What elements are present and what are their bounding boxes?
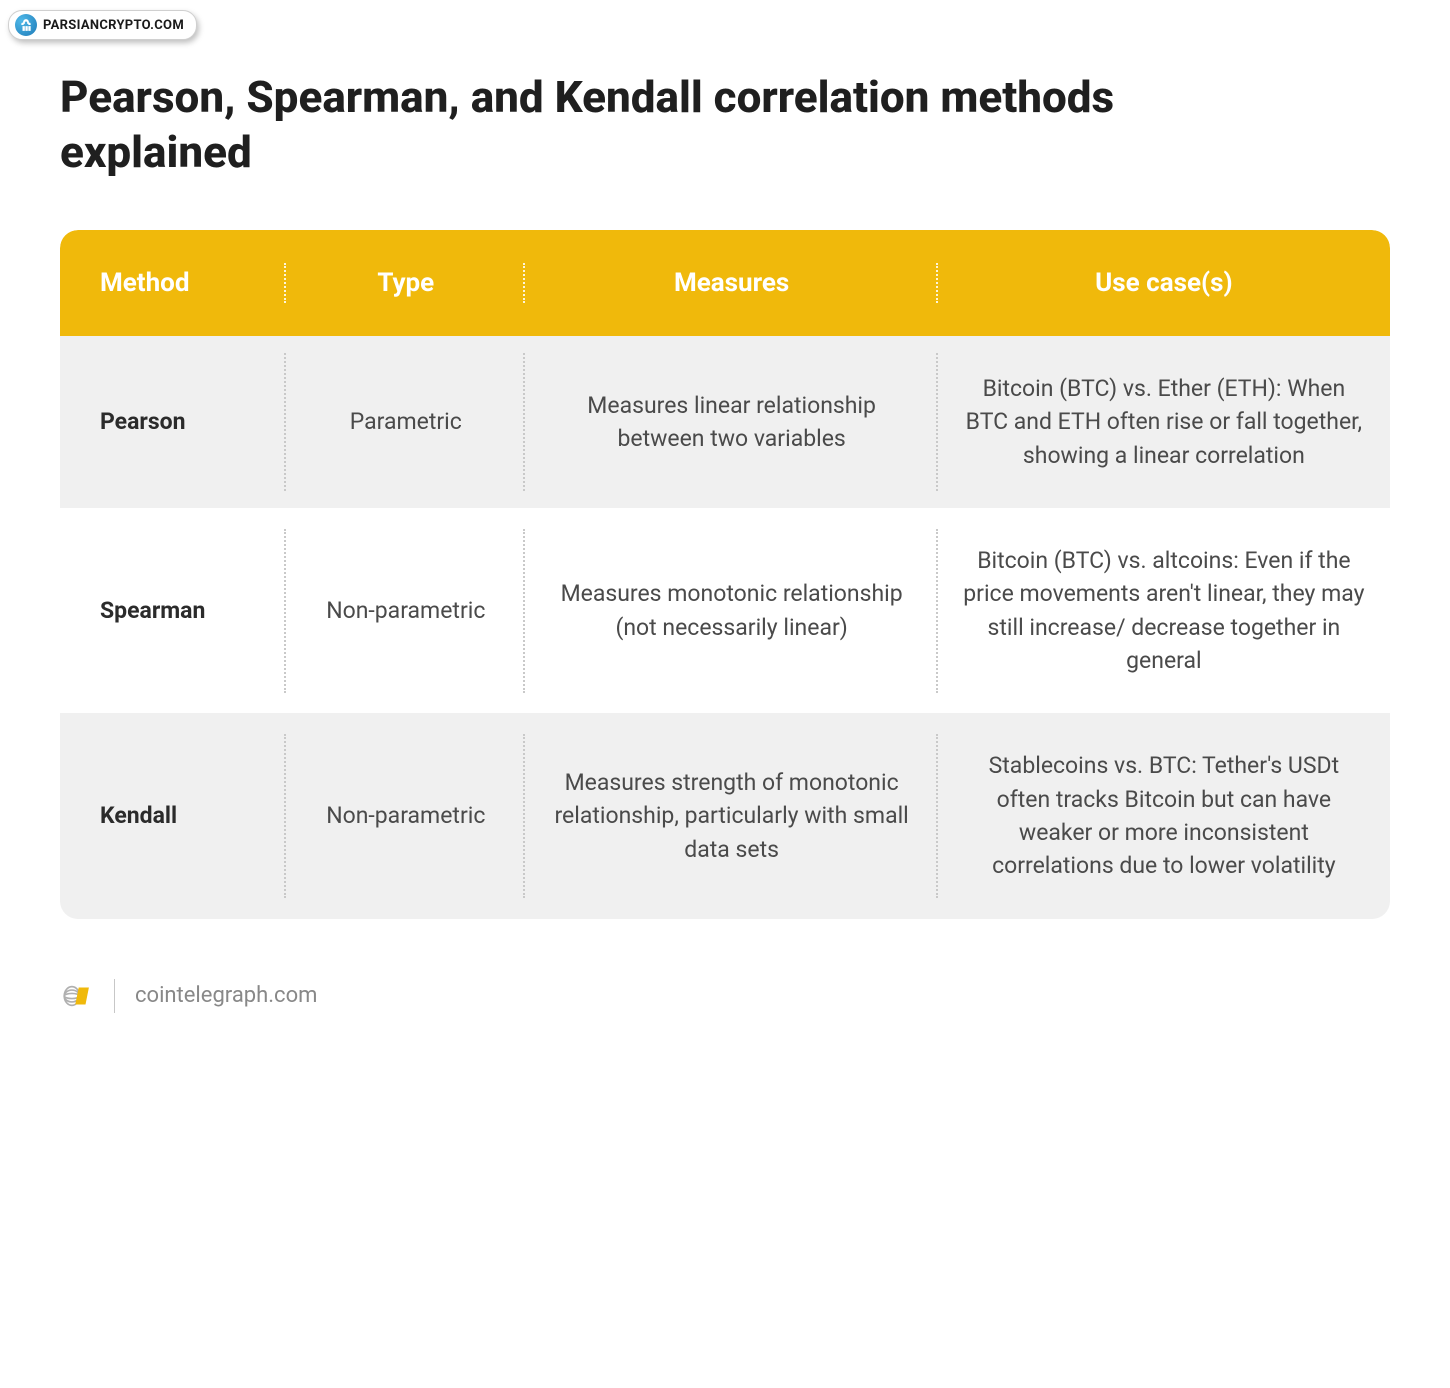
watermark-text: PARSIANCRYPTO.COM bbox=[43, 18, 184, 33]
cell-measures: Measures linear relationship between two… bbox=[525, 336, 937, 508]
col-header-method: Method bbox=[60, 258, 286, 308]
cell-type: Non-parametric bbox=[286, 713, 525, 918]
table-row: Spearman Non-parametric Measures monoton… bbox=[60, 508, 1390, 713]
cell-method: Pearson bbox=[60, 336, 286, 508]
table-row: Pearson Parametric Measures linear relat… bbox=[60, 336, 1390, 508]
cell-measures: Measures monotonic relationship (not nec… bbox=[525, 508, 937, 713]
watermark-badge: PARSIANCRYPTO.COM bbox=[8, 10, 197, 40]
table-row: Kendall Non-parametric Measures strength… bbox=[60, 713, 1390, 918]
watermark-icon bbox=[15, 14, 37, 36]
cell-type: Non-parametric bbox=[286, 508, 525, 713]
col-header-measures: Measures bbox=[525, 258, 937, 308]
cell-measures: Measures strength of monotonic relations… bbox=[525, 713, 937, 918]
footer-source: cointelegraph.com bbox=[135, 983, 317, 1008]
footer: cointelegraph.com bbox=[60, 979, 1390, 1013]
cell-usecase: Stablecoins vs. BTC: Tether's USDt often… bbox=[938, 713, 1390, 918]
cell-usecase: Bitcoin (BTC) vs. altcoins: Even if the … bbox=[938, 508, 1390, 713]
cell-type: Parametric bbox=[286, 336, 525, 508]
cointelegraph-logo-icon bbox=[60, 979, 94, 1013]
col-header-type: Type bbox=[286, 258, 525, 308]
table-header-row: Method Type Measures Use case(s) bbox=[60, 230, 1390, 336]
cell-method: Kendall bbox=[60, 713, 286, 918]
page-title: Pearson, Spearman, and Kendall correlati… bbox=[60, 70, 1260, 180]
cell-usecase: Bitcoin (BTC) vs. Ether (ETH): When BTC … bbox=[938, 336, 1390, 508]
cell-method: Spearman bbox=[60, 508, 286, 713]
col-header-usecase: Use case(s) bbox=[938, 258, 1390, 308]
correlation-table: Method Type Measures Use case(s) Pearson… bbox=[60, 230, 1390, 919]
footer-divider bbox=[114, 979, 115, 1013]
